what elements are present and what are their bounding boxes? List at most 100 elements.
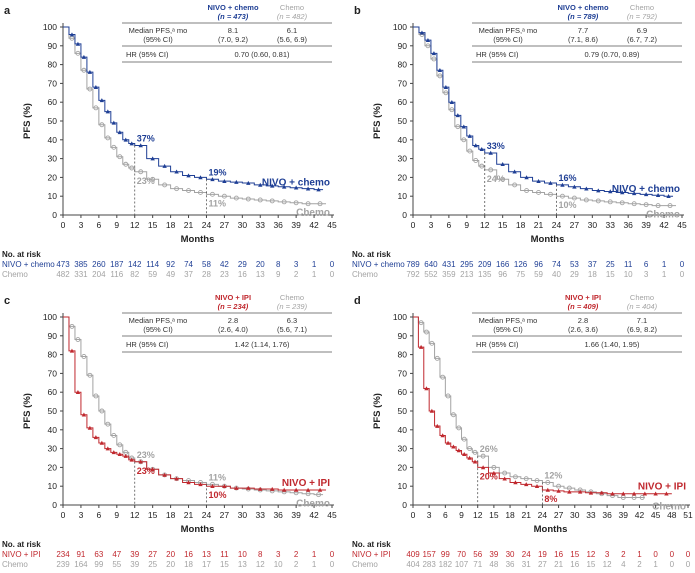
x-tick-label: 39 [641,220,651,230]
censor-mark-exp [305,487,311,492]
censor-mark-ctrl [473,158,479,163]
risk-exp-count: 260 [92,260,106,269]
panel-letter: a [4,5,11,17]
x-tick-label: 18 [516,220,526,230]
risk-exp-count: 15 [570,550,579,559]
censor-mark-ctrl [117,442,123,448]
censor-mark-exp [99,98,105,103]
x-tick-label: 24 [552,220,562,230]
y-tick-label: 70 [398,78,408,88]
censor-mark-exp [111,450,117,455]
censor-mark-exp [123,137,128,142]
x-tick-label: 27 [220,510,230,520]
risk-ctrl-label: Chemo [352,560,378,569]
table-exp-median: 7.7 [578,26,588,35]
censor-mark-exp [445,440,451,445]
risk-ctrl-count: 10 [624,270,633,279]
risk-ctrl-count: 9 [276,270,281,279]
censor-mark-ctrl [456,425,462,431]
censor-mark-exp [642,491,648,496]
y-tick-label: 40 [48,135,58,145]
risk-exp-count: 11 [220,550,229,559]
censor-mark-ctrl [500,176,506,182]
x-tick-label: 0 [411,220,416,230]
censor-mark-ctrl [93,393,99,399]
x-tick-label: 36 [602,510,612,520]
y-tick-label: 30 [48,444,58,454]
end-label-exp: NIVO + chemo [262,178,330,189]
table-hr-value: 1.42 (1.14, 1.76) [234,340,290,349]
end-label-ctrl: Chemo [646,210,680,221]
censor-mark-exp [534,484,540,488]
x-tick-label: 45 [327,510,337,520]
x-tick-label: 15 [489,510,499,520]
risk-ctrl-count: 12 [603,560,612,569]
risk-ctrl-count: 17 [202,560,211,569]
risk-ctrl-count: 16 [570,560,579,569]
x-tick-label: 6 [96,510,101,520]
censor-mark-ctrl [480,453,486,459]
risk-ctrl-count: 1 [312,270,317,279]
censor-mark-exp [293,487,299,492]
risk-exp-count: 142 [128,260,142,269]
y-tick-label: 100 [393,22,407,32]
risk-exp-count: 789 [406,260,420,269]
risk-ctrl-count: 10 [274,560,283,569]
x-tick-label: 39 [291,510,301,520]
risk-exp-count: 39 [130,550,139,559]
risk-ctrl-count: 4 [621,560,626,569]
x-tick-label: 42 [309,510,319,520]
censor-mark-ctrl [461,137,467,143]
censor-mark-exp [186,173,191,178]
censor-mark-ctrl [245,196,251,202]
table-ctrl-ci: (6.7, 7.2) [627,35,658,44]
censor-mark-exp [222,178,227,183]
y-tick-label: 70 [398,368,408,378]
censor-mark-exp [117,452,122,457]
censor-mark-ctrl [429,340,435,346]
table-exp-median: 8.1 [228,26,238,35]
y-tick-label: 20 [48,172,58,182]
censor-mark-exp [246,485,251,490]
censor-mark-ctrl [69,323,75,329]
risk-ctrl-count: 482 [56,270,70,279]
censor-mark-exp [87,69,93,74]
censor-mark-ctrl [440,374,446,380]
risk-ctrl-count: 0 [330,270,335,279]
censor-mark-exp [198,175,203,180]
risk-ctrl-count: 182 [439,560,453,569]
censor-mark-exp [513,480,518,485]
y-tick-label: 20 [48,462,58,472]
x-tick-label: 27 [554,510,564,520]
y-tick-label: 60 [398,97,408,107]
end-label-ctrl: Chemo [296,208,330,219]
censor-mark-exp [437,68,443,73]
censor-mark-exp [429,408,435,413]
risk-ctrl-count: 99 [94,560,103,569]
censor-mark-exp [524,175,529,180]
risk-exp-count: 295 [460,260,474,269]
censor-mark-exp [456,448,462,453]
landmark-label-ctrl: 23% [137,176,155,186]
censor-mark-ctrl [105,421,111,427]
risk-ctrl-count: 2 [294,270,299,279]
censor-mark-exp [281,487,287,492]
censor-mark-exp [87,425,93,430]
censor-mark-exp [270,486,275,491]
risk-ctrl-count: 404 [406,560,420,569]
risk-exp-count: 2 [294,550,299,559]
x-tick-label: 51 [683,510,693,520]
censor-mark-ctrl [467,446,473,452]
risk-exp-count: 63 [94,550,103,559]
risk-ctrl-count: 13 [238,560,247,569]
risk-exp-count: 1 [662,260,667,269]
risk-ctrl-count: 135 [478,270,492,279]
risk-ctrl-count: 25 [148,560,157,569]
y-tick-label: 90 [48,331,58,341]
risk-exp-count: 47 [112,550,121,559]
censor-mark-exp [317,487,323,492]
censor-mark-ctrl [75,337,81,343]
censor-mark-ctrl [513,474,518,480]
risk-exp-count: 187 [110,260,124,269]
